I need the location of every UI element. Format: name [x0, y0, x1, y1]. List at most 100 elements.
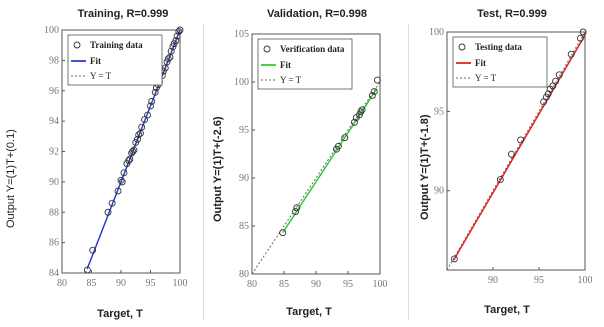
legend-box [67, 34, 163, 86]
data-point [125, 157, 133, 165]
chart-title: Test, R=0.999 [477, 8, 547, 20]
x-tick-label: 100 [578, 275, 593, 286]
data-point [293, 204, 301, 212]
x-tick-label: 80 [57, 278, 67, 289]
data-point [120, 169, 128, 177]
data-point [279, 229, 287, 237]
y-tick-label: 92 [49, 147, 59, 158]
x-tick-label: 80 [247, 279, 257, 290]
legend-entry: Fit [475, 58, 486, 68]
y-tick-label: 90 [49, 177, 59, 188]
legend-entry: Testing data [475, 42, 522, 52]
y-tick-label: 90 [239, 173, 249, 184]
x-tick-label: 85 [87, 278, 97, 289]
data-point [368, 91, 376, 99]
legend-entry: Fit [280, 60, 291, 70]
legend-entry: Y = T [475, 73, 497, 83]
legend-marker [263, 45, 271, 53]
data-point [130, 146, 138, 154]
data-point [357, 108, 365, 116]
y-tick-label: 84 [49, 268, 59, 279]
data-point [370, 88, 378, 96]
y-tick-label: 85 [239, 221, 249, 232]
y-tick-label: 80 [239, 269, 249, 280]
data-point [147, 102, 154, 110]
legend-marker [458, 43, 466, 51]
y-tick-label: 105 [234, 29, 249, 40]
data-point [167, 47, 175, 55]
data-point [450, 255, 458, 263]
x-tick-label: 95 [534, 275, 544, 286]
data-point [579, 28, 587, 36]
x-tick-label: 90 [311, 279, 321, 290]
chart-title: Validation, R=0.998 [267, 8, 367, 20]
data-point [176, 26, 184, 34]
y-tick-label: 96 [49, 86, 59, 97]
data-point [114, 187, 122, 195]
legend-entry: Verification data [280, 44, 345, 54]
data-point [83, 266, 91, 274]
data-point [175, 28, 183, 35]
fit-line [86, 29, 181, 269]
legend-box [452, 36, 548, 88]
legend-entry: Y = T [90, 71, 112, 81]
data-point [496, 176, 504, 184]
legend-entry: Fit [90, 56, 101, 66]
y-tick-label: 94 [49, 116, 59, 127]
x-tick-label: 100 [173, 278, 188, 289]
y-tick-label: 88 [49, 207, 59, 218]
data-point [507, 150, 515, 158]
test-plot: 90 95 100 90 95 100 Testing data Fit Y = T [429, 27, 593, 286]
data-point [358, 106, 366, 114]
x-tick-label: 95 [146, 278, 156, 289]
x-tick-label: 100 [373, 279, 388, 290]
y-tick-label: 95 [434, 106, 444, 117]
y-tick-label: 86 [49, 238, 59, 249]
data-point [172, 37, 180, 45]
panel-divider [203, 24, 204, 320]
data-point [89, 246, 97, 254]
data-point [126, 155, 134, 163]
data-point [138, 123, 146, 131]
data-point [567, 50, 575, 58]
y-tick-label: 98 [49, 55, 59, 66]
legend-entry: Y = T [280, 75, 302, 85]
data-point [151, 88, 159, 96]
y-tick-label: 100 [44, 25, 59, 36]
y-tick-label: 100 [429, 27, 444, 38]
x-axis-label: Target, T [286, 306, 332, 318]
data-point [341, 134, 349, 142]
x-axis-label: Target, T [97, 308, 143, 320]
identity-line [446, 31, 586, 271]
data-point [517, 136, 525, 144]
data-point [108, 199, 116, 207]
training-plot: 80 85 90 95 100 84 86 88 90 92 94 96 98 100 Training d… [44, 25, 188, 289]
data-point [117, 176, 125, 184]
data-point [373, 76, 381, 84]
data-point [148, 97, 156, 105]
data-point [135, 131, 143, 139]
validation-plot: 80 85 90 95 100 80 85 90 95 100 105 Verification da… [234, 29, 388, 290]
data-point [544, 90, 552, 98]
data-point [129, 148, 137, 155]
data-point [334, 142, 342, 150]
data-point [292, 208, 299, 216]
x-tick-label: 95 [343, 279, 353, 290]
x-tick-label: 90 [116, 278, 126, 289]
panel-divider [408, 24, 409, 320]
y-tick-label: 90 [434, 186, 444, 197]
data-point [173, 32, 181, 40]
y-tick-label: 100 [234, 77, 249, 88]
data-point [552, 77, 560, 85]
data-point [134, 135, 141, 143]
x-axis-label: Target, T [484, 304, 530, 316]
data-point [164, 55, 172, 63]
data-point [576, 34, 584, 42]
legend-box [257, 38, 353, 90]
legend-entry: Training data [90, 40, 143, 50]
x-tick-label: 85 [279, 279, 289, 290]
y-tick-label: 95 [239, 125, 249, 136]
data-point [555, 71, 563, 79]
data-point [350, 118, 358, 126]
x-tick-label: 90 [488, 275, 498, 286]
